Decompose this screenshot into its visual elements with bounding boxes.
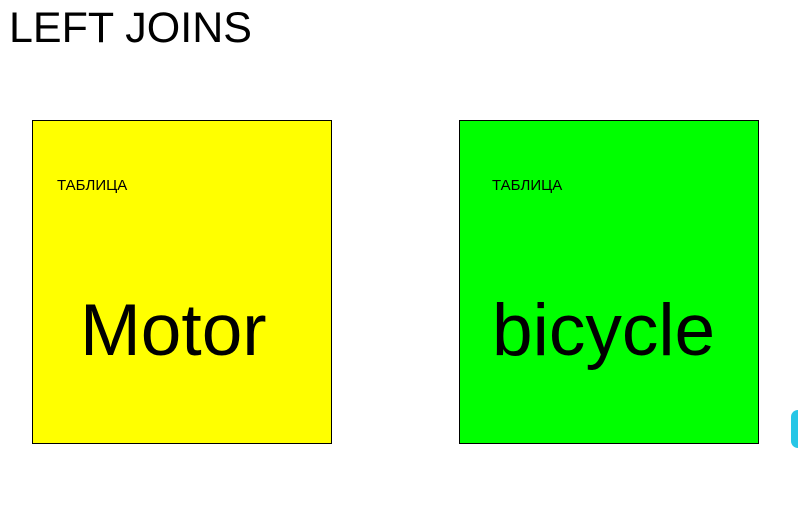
- table-caption: ТАБЛИЦА: [57, 177, 128, 194]
- edge-handle[interactable]: [791, 410, 798, 448]
- table-caption: ТАБЛИЦА: [492, 177, 563, 194]
- table-box-motor: ТАБЛИЦА Motor: [32, 120, 332, 444]
- table-box-bicycle: ТАБЛИЦА bicycle: [459, 120, 759, 444]
- table-name: bicycle: [492, 290, 716, 371]
- table-name: Motor: [80, 290, 267, 371]
- slide-title: LEFT JOINS: [9, 4, 252, 52]
